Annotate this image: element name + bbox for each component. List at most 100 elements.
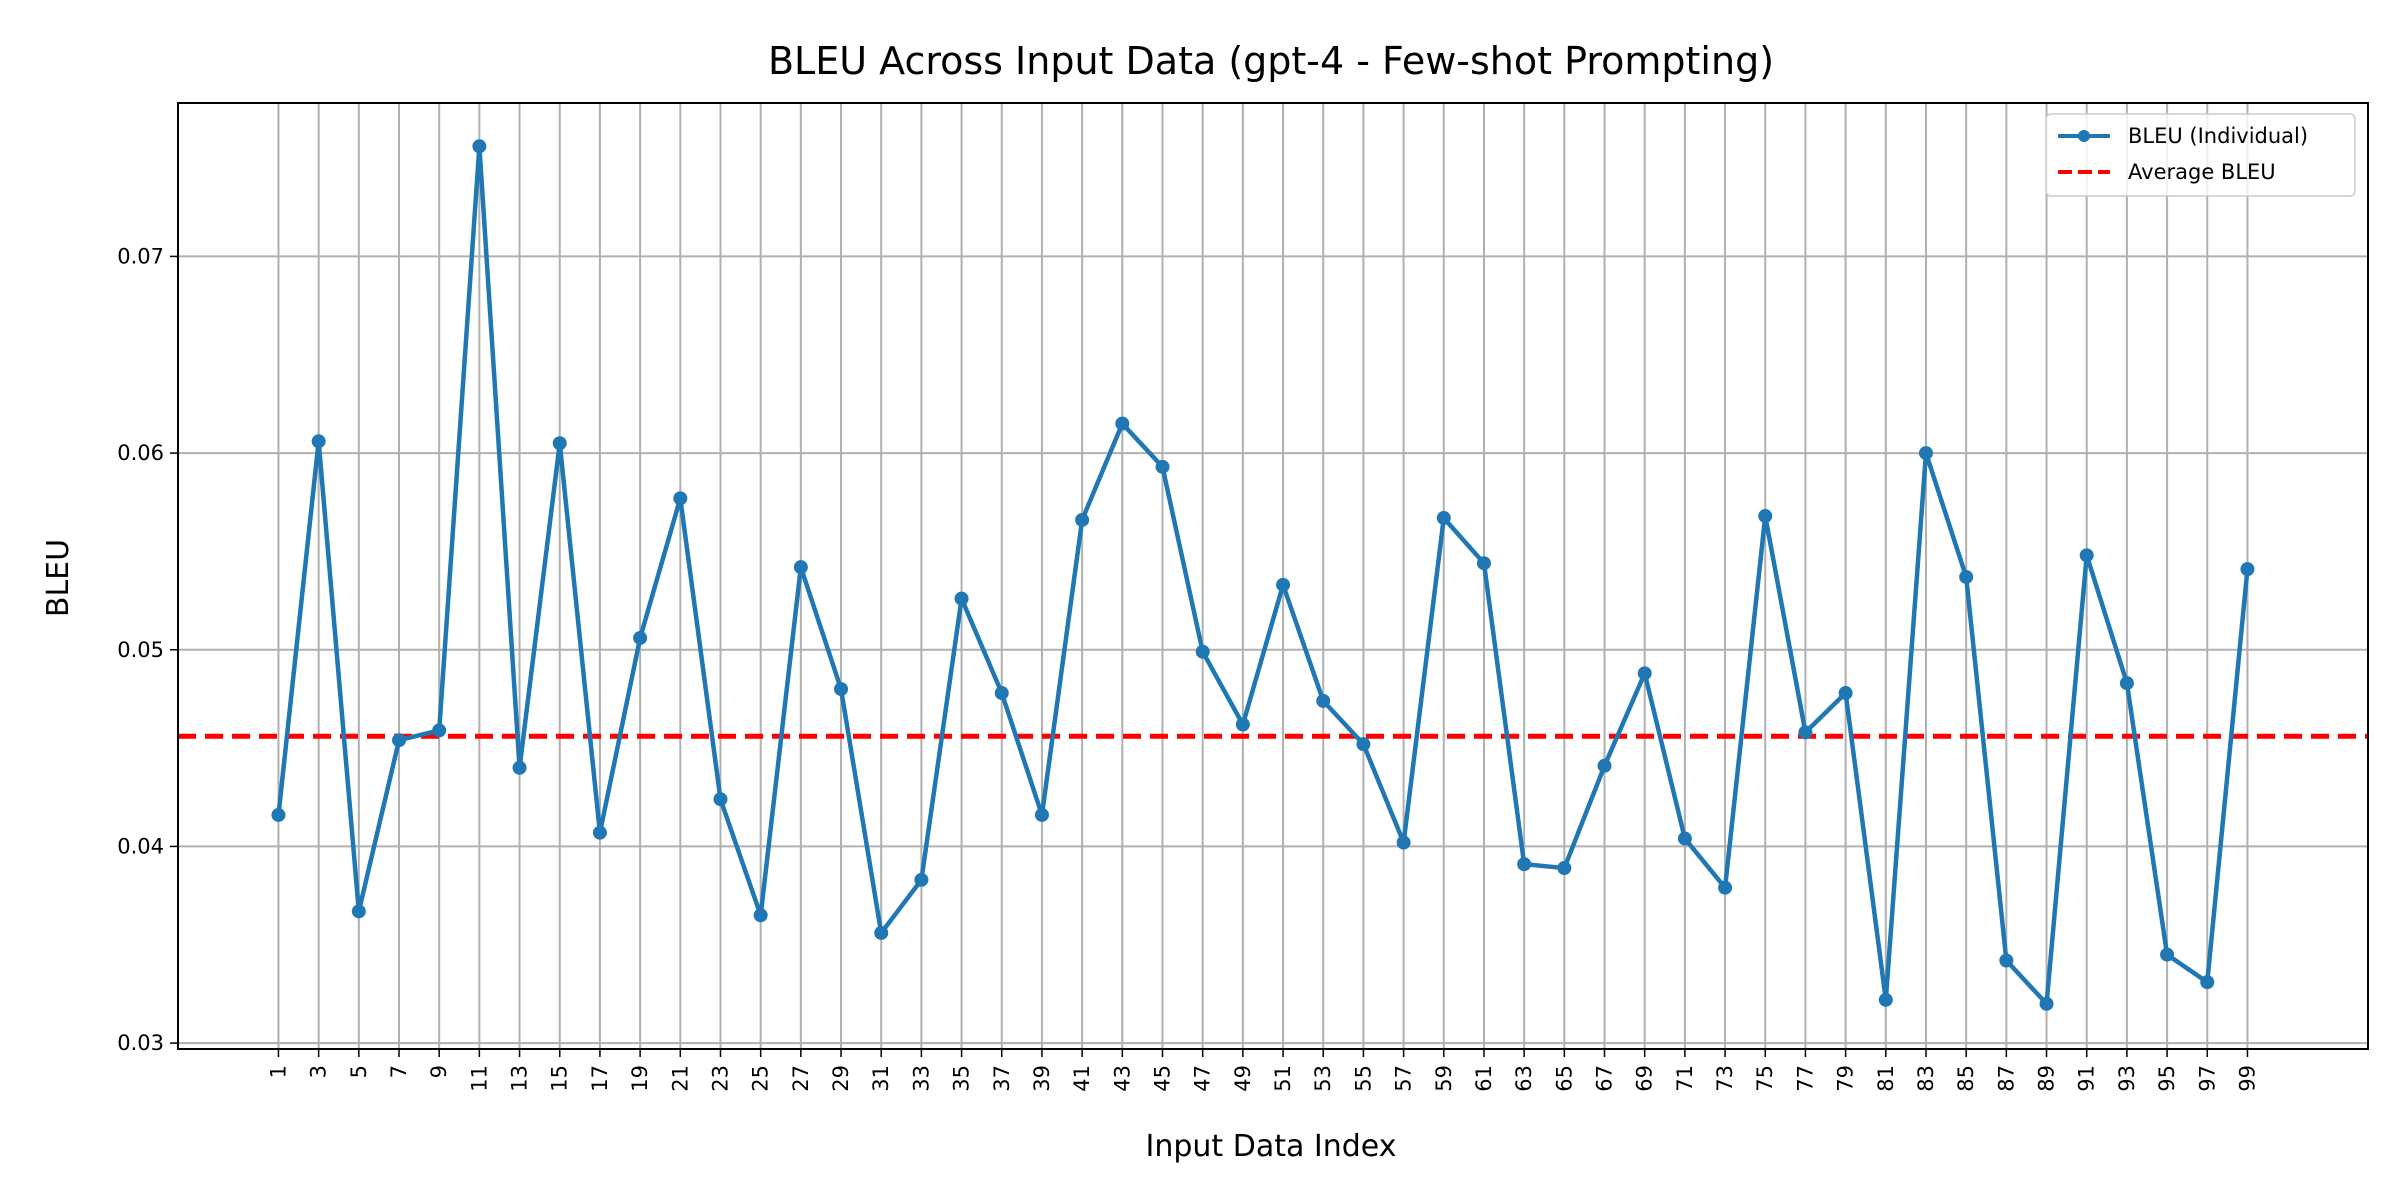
x-tick-label: 37 [990,1065,1014,1092]
bleu-data-point [793,560,808,575]
x-tick-label: 79 [1834,1065,1858,1092]
x-tick-label: 91 [2075,1065,2099,1092]
bleu-data-point [1597,758,1612,773]
x-tick-label: 29 [829,1065,853,1092]
bleu-data-point [1918,446,1933,461]
bleu-data-point [1235,717,1250,732]
x-tick-label: 1 [266,1065,290,1078]
bleu-data-point [1959,569,1974,584]
bleu-data-point [2160,947,2175,962]
x-tick-label: 19 [628,1065,652,1092]
bleu-data-point [311,434,326,449]
bleu-data-point [914,872,929,887]
x-tick-label: 61 [1472,1065,1496,1092]
bleu-data-point [1637,666,1652,681]
x-tick-label: 75 [1753,1065,1777,1092]
bleu-data-point [1517,857,1532,872]
bleu-data-point [472,139,487,154]
x-tick-label: 93 [2115,1065,2139,1092]
bleu-data-point [1155,459,1170,474]
x-tick-label: 33 [909,1065,933,1092]
x-tick-label: 43 [1110,1065,1134,1092]
bleu-data-point [633,630,648,645]
x-tick-label: 69 [1633,1065,1657,1092]
bleu-data-point [1075,512,1090,527]
bleu-data-point [1758,509,1773,524]
x-axis-ticks: 1 3 5 7 9 11 13 15 17 19 21 23 25 27 29 31 33 35 37 39 41 43 4… [266,1049,2259,1092]
x-tick-label: 97 [2195,1065,2219,1092]
x-tick-label: 63 [1512,1065,1536,1092]
bleu-data-point [2200,975,2215,990]
x-tick-label: 47 [1191,1065,1215,1092]
bleu-data-point [1557,861,1572,876]
x-tick-label: 87 [1994,1065,2018,1092]
bleu-data-point [994,686,1009,701]
x-tick-label: 67 [1593,1065,1617,1092]
x-tick-label: 27 [789,1065,813,1092]
x-tick-label: 13 [508,1065,532,1092]
bleu-data-point [673,491,688,506]
bleu-data-point [1396,835,1411,850]
y-tick-label: 0.03 [117,1031,164,1055]
x-tick-label: 41 [1070,1065,1094,1092]
legend-label-individual: BLEU (Individual) [2128,124,2308,148]
x-tick-label: 9 [427,1065,451,1078]
series-layer [271,139,2255,1011]
x-tick-label: 51 [1271,1065,1295,1092]
x-tick-label: 65 [1552,1065,1576,1092]
bleu-data-point [1838,686,1853,701]
y-axis-ticks: 0.03 0.04 0.05 0.06 0.07 [117,244,178,1055]
bleu-individual-line [276,144,2250,1007]
bleu-data-point [1356,737,1371,752]
bleu-data-point [1878,992,1893,1007]
bleu-data-point [954,591,969,606]
legend-marker-individual [2078,130,2090,142]
bleu-data-point [1276,577,1291,592]
legend: BLEU (Individual) Average BLEU [2045,113,2356,197]
x-tick-label: 71 [1673,1065,1697,1092]
bleu-data-point [874,925,889,940]
y-tick-label: 0.07 [117,244,164,268]
y-tick-label: 0.04 [117,834,164,858]
x-tick-label: 99 [2235,1065,2259,1092]
bleu-data-point [592,825,607,840]
bleu-data-point [1476,556,1491,571]
x-tick-label: 15 [548,1065,572,1092]
x-tick-label: 3 [307,1065,331,1078]
bleu-data-point [432,723,447,738]
legend-frame [2045,113,2356,197]
x-tick-label: 21 [668,1065,692,1092]
y-tick-label: 0.06 [117,441,164,465]
bleu-data-point [512,760,527,775]
x-axis-label: Input Data Index [1146,1129,1397,1164]
x-tick-label: 83 [1914,1065,1938,1092]
legend-label-average: Average BLEU [2128,160,2276,184]
x-tick-label: 53 [1311,1065,1335,1092]
bleu-data-point [271,807,286,822]
bleu-data-point [351,904,366,919]
chart-title: BLEU Across Input Data (gpt-4 - Few-shot… [768,39,1774,83]
bleu-data-point [713,792,728,807]
x-tick-label: 5 [347,1065,371,1078]
x-tick-label: 17 [588,1065,612,1092]
x-tick-label: 31 [869,1065,893,1092]
x-tick-label: 49 [1231,1065,1255,1092]
bleu-data-point [1034,807,1049,822]
plot-frame [177,102,2369,1050]
bleu-data-point [834,682,849,697]
x-tick-label: 11 [467,1065,491,1092]
x-tick-label: 39 [1030,1065,1054,1092]
x-tick-label: 7 [387,1065,411,1078]
bleu-data-point [2039,996,2054,1011]
bleu-data-point [1195,644,1210,659]
x-tick-label: 77 [1793,1065,1817,1092]
bleu-data-point [1316,693,1331,708]
x-tick-label: 23 [708,1065,732,1092]
x-tick-label: 59 [1432,1065,1456,1092]
bleu-data-point [2240,562,2255,577]
bleu-data-point [1999,953,2014,968]
x-tick-label: 81 [1874,1065,1898,1092]
y-tick-label: 0.05 [117,638,164,662]
x-tick-label: 85 [1954,1065,1978,1092]
